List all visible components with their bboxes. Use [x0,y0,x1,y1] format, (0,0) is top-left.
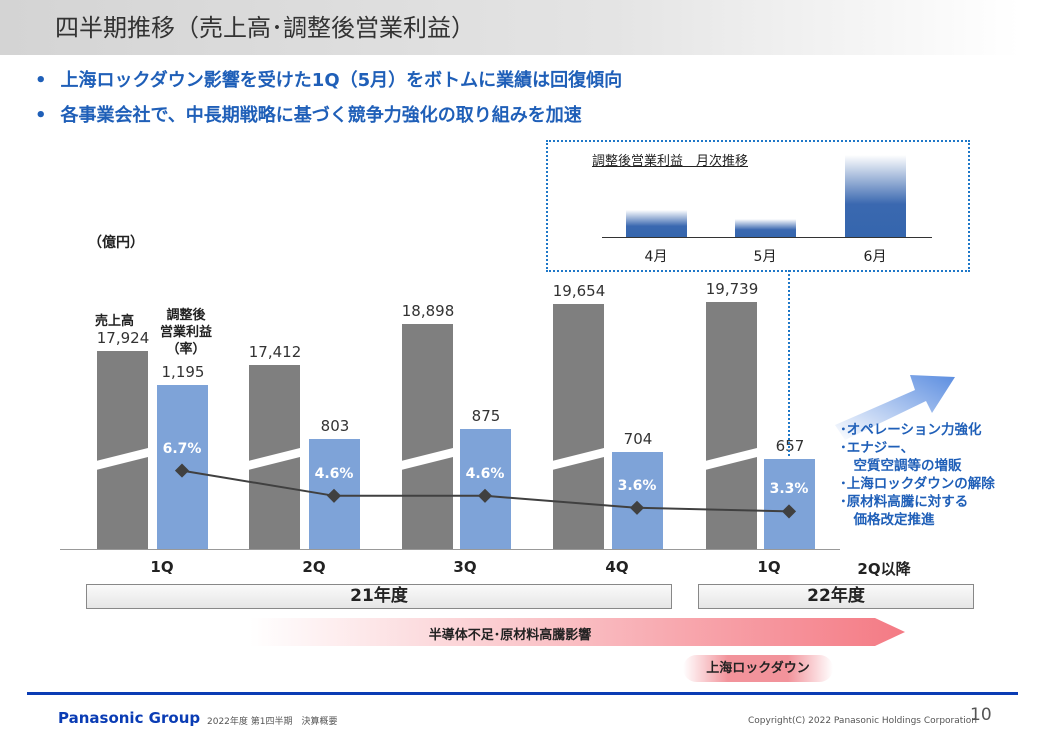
rate-label: 4.6% [314,465,354,482]
rate-point [781,504,797,519]
outlook-item: 空質空調等の増販 [840,458,962,474]
rate-point [174,463,190,478]
profit-value-label: 1,195 [161,362,205,381]
legend-profit-line: 営業利益 [159,325,212,340]
headwind-label: 半導体不足･原材料高騰影響 [428,628,592,643]
bullet-2: • 各事業会社で、中長期戦略に基づく競争力強化の取り組みを加速 [35,101,582,127]
monthly-inset-chart: 調整後営業利益 月次推移 4月 5月 6月 [546,140,970,272]
sales-value-label: 19,654 [552,281,606,300]
footer-divider [27,692,1018,695]
rate-point [326,488,342,503]
legend-profit: 調整後 営業利益 （率） [150,307,222,358]
profit-value-label: 803 [320,416,350,435]
legend-profit-line: （率） [166,342,206,357]
sales-value-label: 18,898 [401,302,455,321]
bullet-dot: • [35,105,47,126]
quarter-label: 4Q [605,558,629,576]
inset-month-label: 5月 [753,249,777,265]
quarter-label-2q-onward: 2Q以降 [857,560,911,578]
quarter-label: 2Q [302,558,326,576]
footer-subtitle: 2022年度 第1四半期 決算概要 [207,717,338,727]
page-number: 10 [970,705,992,725]
rate-point [629,500,645,515]
quarter-label: 1Q [150,558,174,576]
inset-baseline [602,237,932,238]
legend-profit-line: 調整後 [166,308,206,323]
rate-label: 3.6% [617,477,657,494]
inset-bar [845,155,906,237]
outlook-item: ･エナジー、 [840,440,915,456]
quarter-label: 1Q [757,558,781,576]
sales-bar [93,350,155,549]
inset-connector [788,270,790,456]
sales-bar [245,364,307,549]
title-bar [0,0,1020,55]
quarter-label: 3Q [453,558,477,576]
rate-label: 4.6% [465,465,505,482]
sales-value-label: 17,924 [96,328,150,347]
rate-label: 3.3% [769,481,809,498]
sales-value-label: 17,412 [248,342,302,361]
inset-bar [626,210,687,237]
rate-label: 6.7% [162,440,202,457]
profit-value-label: 875 [471,406,501,425]
outlook-list: ･オペレーション力強化 ･エナジー、 空質空調等の増販 ･上海ロックダウンの解除… [840,421,995,529]
unit-label: （億円） [88,235,144,251]
profit-bar [764,458,815,549]
page-title: 四半期推移（売上高･調整後営業利益） [55,14,475,42]
lockdown-badge: 上海ロックダウン [683,655,833,682]
sales-bar [549,303,611,549]
bullet-dot: • [35,70,47,91]
sales-bar [702,301,764,549]
profit-value-label: 704 [623,430,653,449]
copyright: Copyright(C) 2022 Panasonic Holdings Cor… [748,716,977,726]
profit-bar [612,452,663,549]
outlook-item: ･上海ロックダウンの解除 [840,476,995,492]
inset-bar [735,219,796,237]
fiscal-year-21: 21年度 [86,584,672,609]
brand-logo: Panasonic Group [58,709,201,727]
inset-month-label: 4月 [644,249,668,265]
baseline [60,549,840,550]
outlook-item: 価格改定推進 [840,512,935,528]
legend-sales: 売上高 [95,314,135,329]
rate-point [477,488,493,503]
sales-value-label: 19,739 [705,279,759,298]
growth-arrow-icon [835,375,955,440]
outlook-item: ･原材料高騰に対する [840,494,969,510]
outlook-item: ･オペレーション力強化 [840,422,982,438]
inset-month-label: 6月 [863,249,887,265]
bullet-text: 各事業会社で、中長期戦略に基づく競争力強化の取り組みを加速 [60,105,582,126]
bullet-text: 上海ロックダウン影響を受けた1Q（5月）をボトムに業績は回復傾向 [60,70,623,91]
headwind-arrow [250,618,905,646]
bullet-1: • 上海ロックダウン影響を受けた1Q（5月）をボトムに業績は回復傾向 [35,66,622,92]
fiscal-year-22: 22年度 [698,584,974,609]
profit-bar [460,428,511,549]
sales-bar [398,324,460,549]
inset-title: 調整後営業利益 月次推移 [592,154,749,169]
